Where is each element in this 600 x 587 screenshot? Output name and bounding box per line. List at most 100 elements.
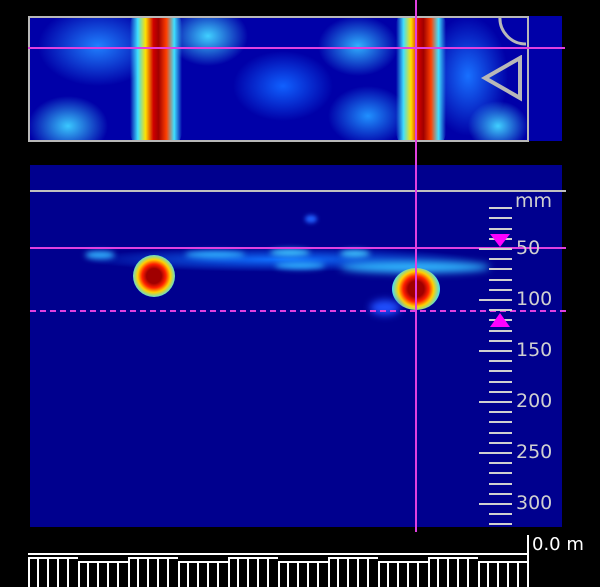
ruler-tick <box>57 557 59 587</box>
ruler-tick <box>378 561 380 587</box>
depth-tick <box>489 431 512 434</box>
ruler-tick <box>28 557 30 587</box>
ruler-tick <box>137 557 139 587</box>
ruler-segment <box>78 561 128 563</box>
gate-top-marker-icon[interactable] <box>488 232 512 248</box>
depth-tick <box>489 482 512 485</box>
depth-tick <box>489 288 512 291</box>
depth-tick <box>489 523 512 526</box>
ruler-tick <box>37 557 39 587</box>
gate-top-line[interactable] <box>30 247 566 249</box>
ruler-segment <box>278 561 328 563</box>
ruler-tick <box>317 561 319 587</box>
depth-label: 250 <box>516 441 553 463</box>
gate-bottom-marker-icon[interactable] <box>488 312 512 328</box>
target-hyperbola <box>133 255 175 297</box>
ruler-tick <box>478 561 480 587</box>
ruler-top-line <box>28 553 528 555</box>
ruler-tick <box>328 557 330 587</box>
depth-tick <box>489 329 512 332</box>
depth-tick <box>489 360 512 363</box>
ruler-tick <box>117 561 119 587</box>
depth-tick <box>489 390 512 393</box>
depth-unit-label: mm <box>515 190 553 212</box>
gate-bottom-line[interactable] <box>30 310 566 312</box>
ruler-tick <box>347 557 349 587</box>
arc-icon <box>498 16 527 46</box>
depth-label: 150 <box>516 339 553 361</box>
depth-section-view[interactable] <box>30 165 562 527</box>
depth-tick <box>489 513 512 516</box>
depth-tick <box>479 401 512 403</box>
depth-tick <box>489 258 512 261</box>
distance-readout: 0.0 m <box>532 534 584 555</box>
ruler-tick <box>128 557 130 587</box>
depth-label: 50 <box>516 237 541 259</box>
depth-tick <box>479 299 512 301</box>
depth-tick <box>489 339 512 342</box>
ruler-tick <box>87 561 89 587</box>
depth-tick <box>489 421 512 424</box>
ruler-tick <box>467 557 469 587</box>
ruler-segment <box>128 557 178 559</box>
depth-tick <box>489 309 512 312</box>
depth-tick <box>479 452 512 454</box>
ruler-segment <box>328 557 378 559</box>
ruler-tick <box>297 561 299 587</box>
position-cursor-line[interactable] <box>415 0 417 532</box>
ruler-tick <box>407 561 409 587</box>
ruler-tick <box>367 557 369 587</box>
ruler-segment <box>178 561 228 563</box>
ruler-tick <box>387 561 389 587</box>
rebar-signal <box>396 16 446 141</box>
depth-label: 300 <box>516 492 553 514</box>
depth-tick <box>489 268 512 271</box>
ruler-tick <box>247 557 249 587</box>
ruler-tick <box>228 557 230 587</box>
ruler-segment <box>428 557 478 559</box>
ruler-tick <box>397 561 399 587</box>
depth-tick <box>489 207 512 210</box>
ruler-tick <box>357 557 359 587</box>
ruler-origin-tick <box>527 535 529 587</box>
depth-label: 200 <box>516 390 553 412</box>
ruler-tick <box>517 561 519 587</box>
ruler-tick <box>78 561 80 587</box>
depth-tick <box>489 472 512 475</box>
ruler-tick <box>157 557 159 587</box>
depth-tick <box>489 227 512 230</box>
ruler-tick <box>197 561 199 587</box>
ruler-tick <box>337 557 339 587</box>
ruler-tick <box>437 557 439 587</box>
depth-tick <box>489 278 512 281</box>
triangle-left-icon[interactable] <box>480 55 525 103</box>
depth-tick <box>489 492 512 495</box>
ruler-tick <box>237 557 239 587</box>
ruler-tick <box>147 557 149 587</box>
ruler-segment <box>378 561 428 563</box>
depth-tick <box>489 441 512 444</box>
ruler-tick <box>47 557 49 587</box>
ruler-tick <box>307 561 309 587</box>
depth-tick <box>479 350 512 352</box>
ruler-tick <box>207 561 209 587</box>
ruler-tick <box>178 561 180 587</box>
ruler-tick <box>167 557 169 587</box>
rebar-signal <box>130 16 182 141</box>
ruler-segment <box>228 557 278 559</box>
ruler-tick <box>217 561 219 587</box>
ruler-segment <box>478 561 528 563</box>
ruler-tick <box>487 561 489 587</box>
ruler-tick <box>187 561 189 587</box>
depth-tick <box>479 503 512 505</box>
scan-area-frame <box>28 16 529 142</box>
ruler-tick <box>457 557 459 587</box>
ruler-tick <box>447 557 449 587</box>
ruler-tick <box>97 561 99 587</box>
ruler-tick <box>417 561 419 587</box>
ruler-tick <box>428 557 430 587</box>
plan-cursor-line[interactable] <box>28 47 565 49</box>
ruler-tick <box>278 561 280 587</box>
plan-view-heatmap[interactable] <box>28 16 562 141</box>
depth-tick <box>479 248 512 250</box>
